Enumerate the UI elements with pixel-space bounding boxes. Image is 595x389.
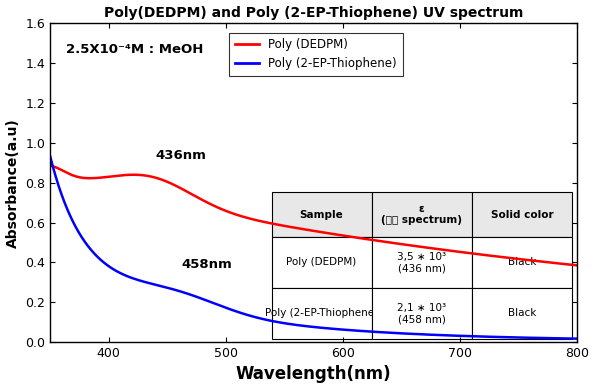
Poly (DEDPM)	[289, 225, 296, 230]
X-axis label: Wavelength(nm): Wavelength(nm)	[236, 365, 392, 384]
Y-axis label: Absorbance(a.u): Absorbance(a.u)	[5, 118, 20, 248]
Poly (DEDPM)	[73, 174, 80, 179]
Poly (DEDPM)	[303, 227, 310, 232]
Poly (DEDPM)	[46, 163, 54, 168]
Line: Poly (2-EP-Thiophene): Poly (2-EP-Thiophene)	[50, 156, 577, 339]
Poly (2-EP-Thiophene)	[303, 324, 310, 329]
Poly (2-EP-Thiophene)	[462, 334, 469, 338]
Poly (DEDPM)	[558, 261, 565, 266]
Poly (DEDPM)	[462, 250, 469, 255]
Poly (2-EP-Thiophene)	[574, 336, 581, 341]
Title: Poly(DEDPM) and Poly (2-EP-Thiophene) UV spectrum: Poly(DEDPM) and Poly (2-EP-Thiophene) UV…	[104, 5, 524, 19]
Text: 458nm: 458nm	[181, 258, 232, 272]
Poly (2-EP-Thiophene)	[46, 153, 54, 158]
Poly (2-EP-Thiophene)	[559, 336, 566, 341]
Poly (2-EP-Thiophene)	[289, 322, 296, 327]
Poly (2-EP-Thiophene)	[73, 227, 80, 231]
Legend: Poly (DEDPM), Poly (2-EP-Thiophene): Poly (DEDPM), Poly (2-EP-Thiophene)	[229, 33, 403, 76]
Poly (2-EP-Thiophene)	[558, 336, 565, 341]
Line: Poly (DEDPM): Poly (DEDPM)	[50, 166, 577, 265]
Poly (DEDPM)	[559, 261, 566, 266]
Text: 436nm: 436nm	[155, 149, 206, 162]
Text: 2.5X10⁻⁴M : MeOH: 2.5X10⁻⁴M : MeOH	[66, 43, 203, 56]
Poly (DEDPM)	[574, 263, 581, 268]
